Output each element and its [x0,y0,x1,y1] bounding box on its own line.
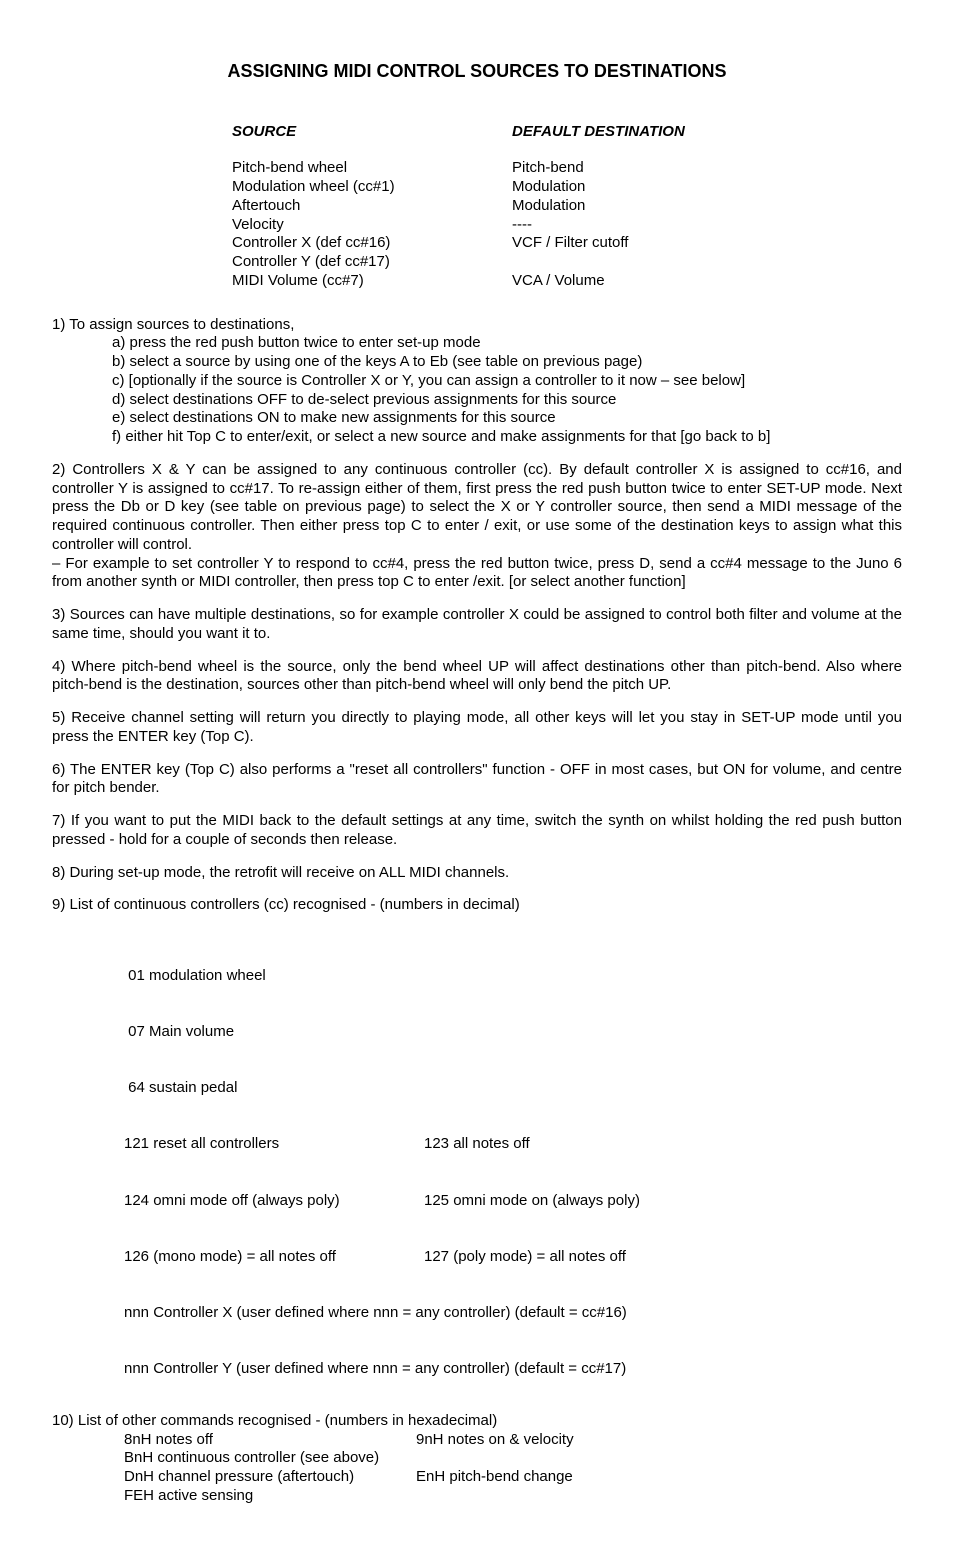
destination-row [512,253,685,272]
source-row: Controller X (def cc#16) [232,234,512,253]
cmd-item: 8nH notes off [124,1431,416,1450]
source-row: Pitch-bend wheel [232,159,512,178]
section-3: 3) Sources can have multiple destination… [52,606,902,644]
cc-item: 124 omni mode off (always poly) [124,1192,424,1211]
section-1-steps: a) press the red push button twice to en… [112,334,902,447]
source-row: Controller Y (def cc#17) [232,253,512,272]
destination-row: Pitch-bend [512,159,685,178]
source-column: SOURCE Pitch-bend wheel Modulation wheel… [232,123,512,291]
cmd-item: 9nH notes on & velocity [416,1431,574,1450]
destination-row: VCF / Filter cutoff [512,234,685,253]
step-e: e) select destinations ON to make new as… [112,409,902,428]
cc-item: 125 omni mode on (always poly) [424,1192,640,1211]
cc-item: 64 sustain pedal [124,1079,902,1098]
section-5: 5) Receive channel setting will return y… [52,709,902,747]
cc-item: 01 modulation wheel [124,967,902,986]
section-7: 7) If you want to put the MIDI back to t… [52,812,902,850]
destination-column: DEFAULT DESTINATION Pitch-bend Modulatio… [512,123,685,291]
step-f: f) either hit Top C to enter/exit, or se… [112,428,902,447]
source-row: MIDI Volume (cc#7) [232,272,512,291]
step-a: a) press the red push button twice to en… [112,334,902,353]
command-list: 8nH notes off9nH notes on & velocity BnH… [124,1431,902,1506]
cc-item: 121 reset all controllers [124,1135,424,1154]
cc-item: 126 (mono mode) = all notes off [124,1248,424,1267]
source-destination-table: SOURCE Pitch-bend wheel Modulation wheel… [232,123,902,291]
cc-item: 127 (poly mode) = all notes off [424,1248,626,1267]
cc-item: 07 Main volume [124,1023,902,1042]
cc-list: 01 modulation wheel 07 Main volume 64 su… [124,929,902,1398]
destination-header: DEFAULT DESTINATION [512,123,685,142]
cmd-item: EnH pitch-bend change [416,1468,573,1487]
destination-row: Modulation [512,197,685,216]
step-d: d) select destinations OFF to de-select … [112,391,902,410]
section-2: 2) Controllers X & Y can be assigned to … [52,461,902,555]
section-1-intro: 1) To assign sources to destinations, [52,316,902,335]
section-2-example: – For example to set controller Y to res… [52,555,902,593]
section-8: 8) During set-up mode, the retrofit will… [52,864,902,883]
cmd-item: FEH active sensing [124,1487,416,1506]
destination-row: VCA / Volume [512,272,685,291]
cc-item: 123 all notes off [424,1135,530,1154]
step-b: b) select a source by using one of the k… [112,353,902,372]
step-c: c) [optionally if the source is Controll… [112,372,902,391]
source-row: Velocity [232,216,512,235]
source-row: Aftertouch [232,197,512,216]
cmd-item: DnH channel pressure (aftertouch) [124,1468,416,1487]
source-row: Modulation wheel (cc#1) [232,178,512,197]
cc-item: nnn Controller X (user defined where nnn… [124,1304,902,1323]
section-6: 6) The ENTER key (Top C) also performs a… [52,761,902,799]
cmd-item: BnH continuous controller (see above) [124,1449,416,1468]
destination-row: ---- [512,216,685,235]
source-header: SOURCE [232,123,512,142]
section-9: 9) List of continuous controllers (cc) r… [52,896,902,915]
cc-item: nnn Controller Y (user defined where nnn… [124,1360,902,1379]
section-4: 4) Where pitch-bend wheel is the source,… [52,658,902,696]
page-title: ASSIGNING MIDI CONTROL SOURCES TO DESTIN… [52,60,902,83]
section-10: 10) List of other commands recognised - … [52,1412,902,1431]
destination-row: Modulation [512,178,685,197]
